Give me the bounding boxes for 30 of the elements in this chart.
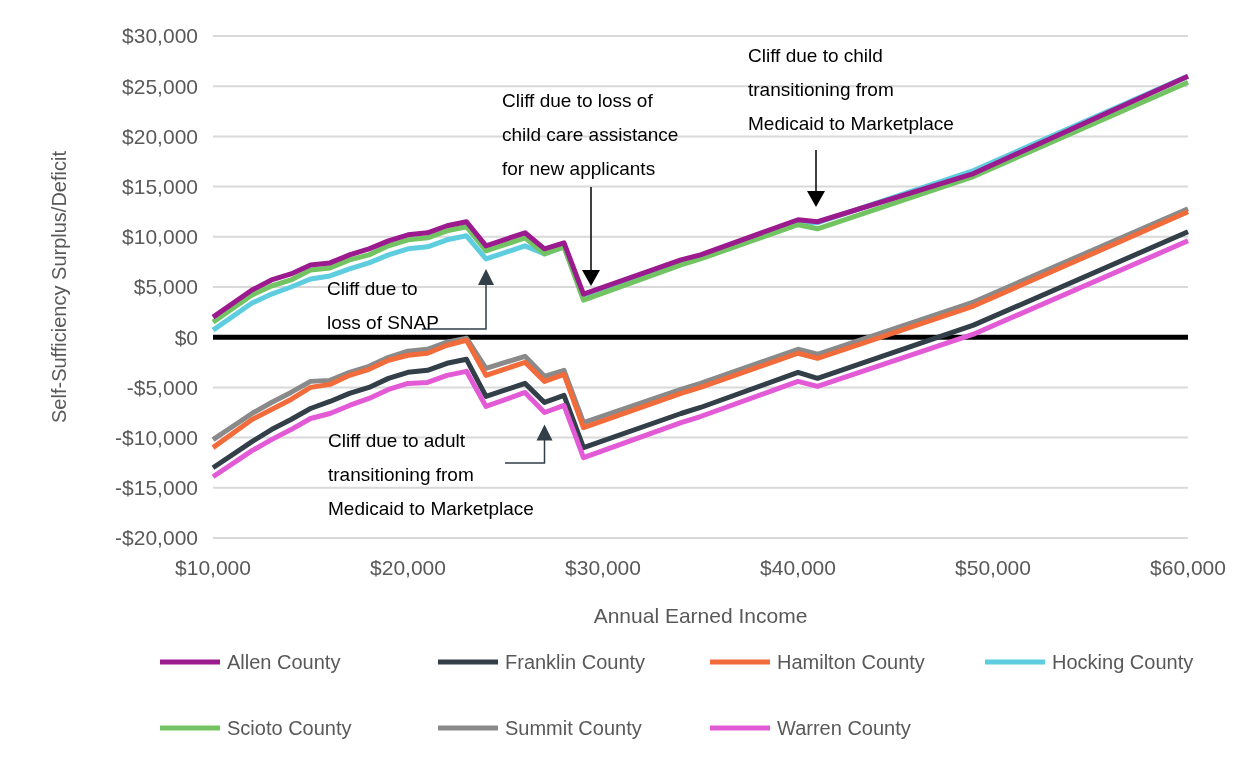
legend-label: Franklin County — [505, 651, 646, 673]
y-tick-label: -$15,000 — [115, 476, 198, 500]
annotation: Cliff due to loss of child care assistance for new applicants — [502, 90, 679, 179]
x-tick-label: $10,000 — [175, 556, 251, 579]
legend-label: Warren County — [777, 717, 911, 739]
x-tick-label: $30,000 — [565, 556, 641, 579]
x-tick-label: $60,000 — [1150, 556, 1226, 579]
legend-label: Hocking County — [1052, 651, 1194, 673]
y-tick-label: -$10,000 — [115, 425, 198, 449]
y-tick-label: $10,000 — [122, 225, 198, 249]
y-tick-label: $30,000 — [122, 24, 198, 48]
y-tick-label: -$5,000 — [126, 375, 198, 399]
y-tick-label: $15,000 — [122, 174, 198, 198]
legend-label: Allen County — [227, 651, 341, 673]
y-tick-label: -$20,000 — [115, 526, 198, 550]
y-axis-title: Self-Sufficiency Surplus/Deficit — [48, 150, 70, 423]
y-tick-label: $0 — [174, 325, 198, 349]
x-axis-title: Annual Earned Income — [593, 604, 808, 627]
x-tick-label: $50,000 — [955, 556, 1031, 579]
legend-label: Hamilton County — [777, 651, 925, 673]
y-tick-label: $25,000 — [122, 74, 198, 98]
legend-label: Scioto County — [227, 717, 352, 739]
legend-label: Summit County — [505, 717, 642, 739]
y-tick-label: $5,000 — [133, 275, 198, 299]
annotation: Cliff due to adult transitioning from Medicaid to Marketplace — [328, 430, 534, 519]
x-tick-label: $40,000 — [760, 556, 836, 579]
x-tick-label: $20,000 — [370, 556, 446, 579]
y-tick-label: $20,000 — [122, 124, 198, 148]
annotation: Cliff due to child transitioning from Medicaid to Marketplace — [748, 45, 954, 134]
annotation: Cliff due to loss of SNAP — [327, 278, 439, 333]
